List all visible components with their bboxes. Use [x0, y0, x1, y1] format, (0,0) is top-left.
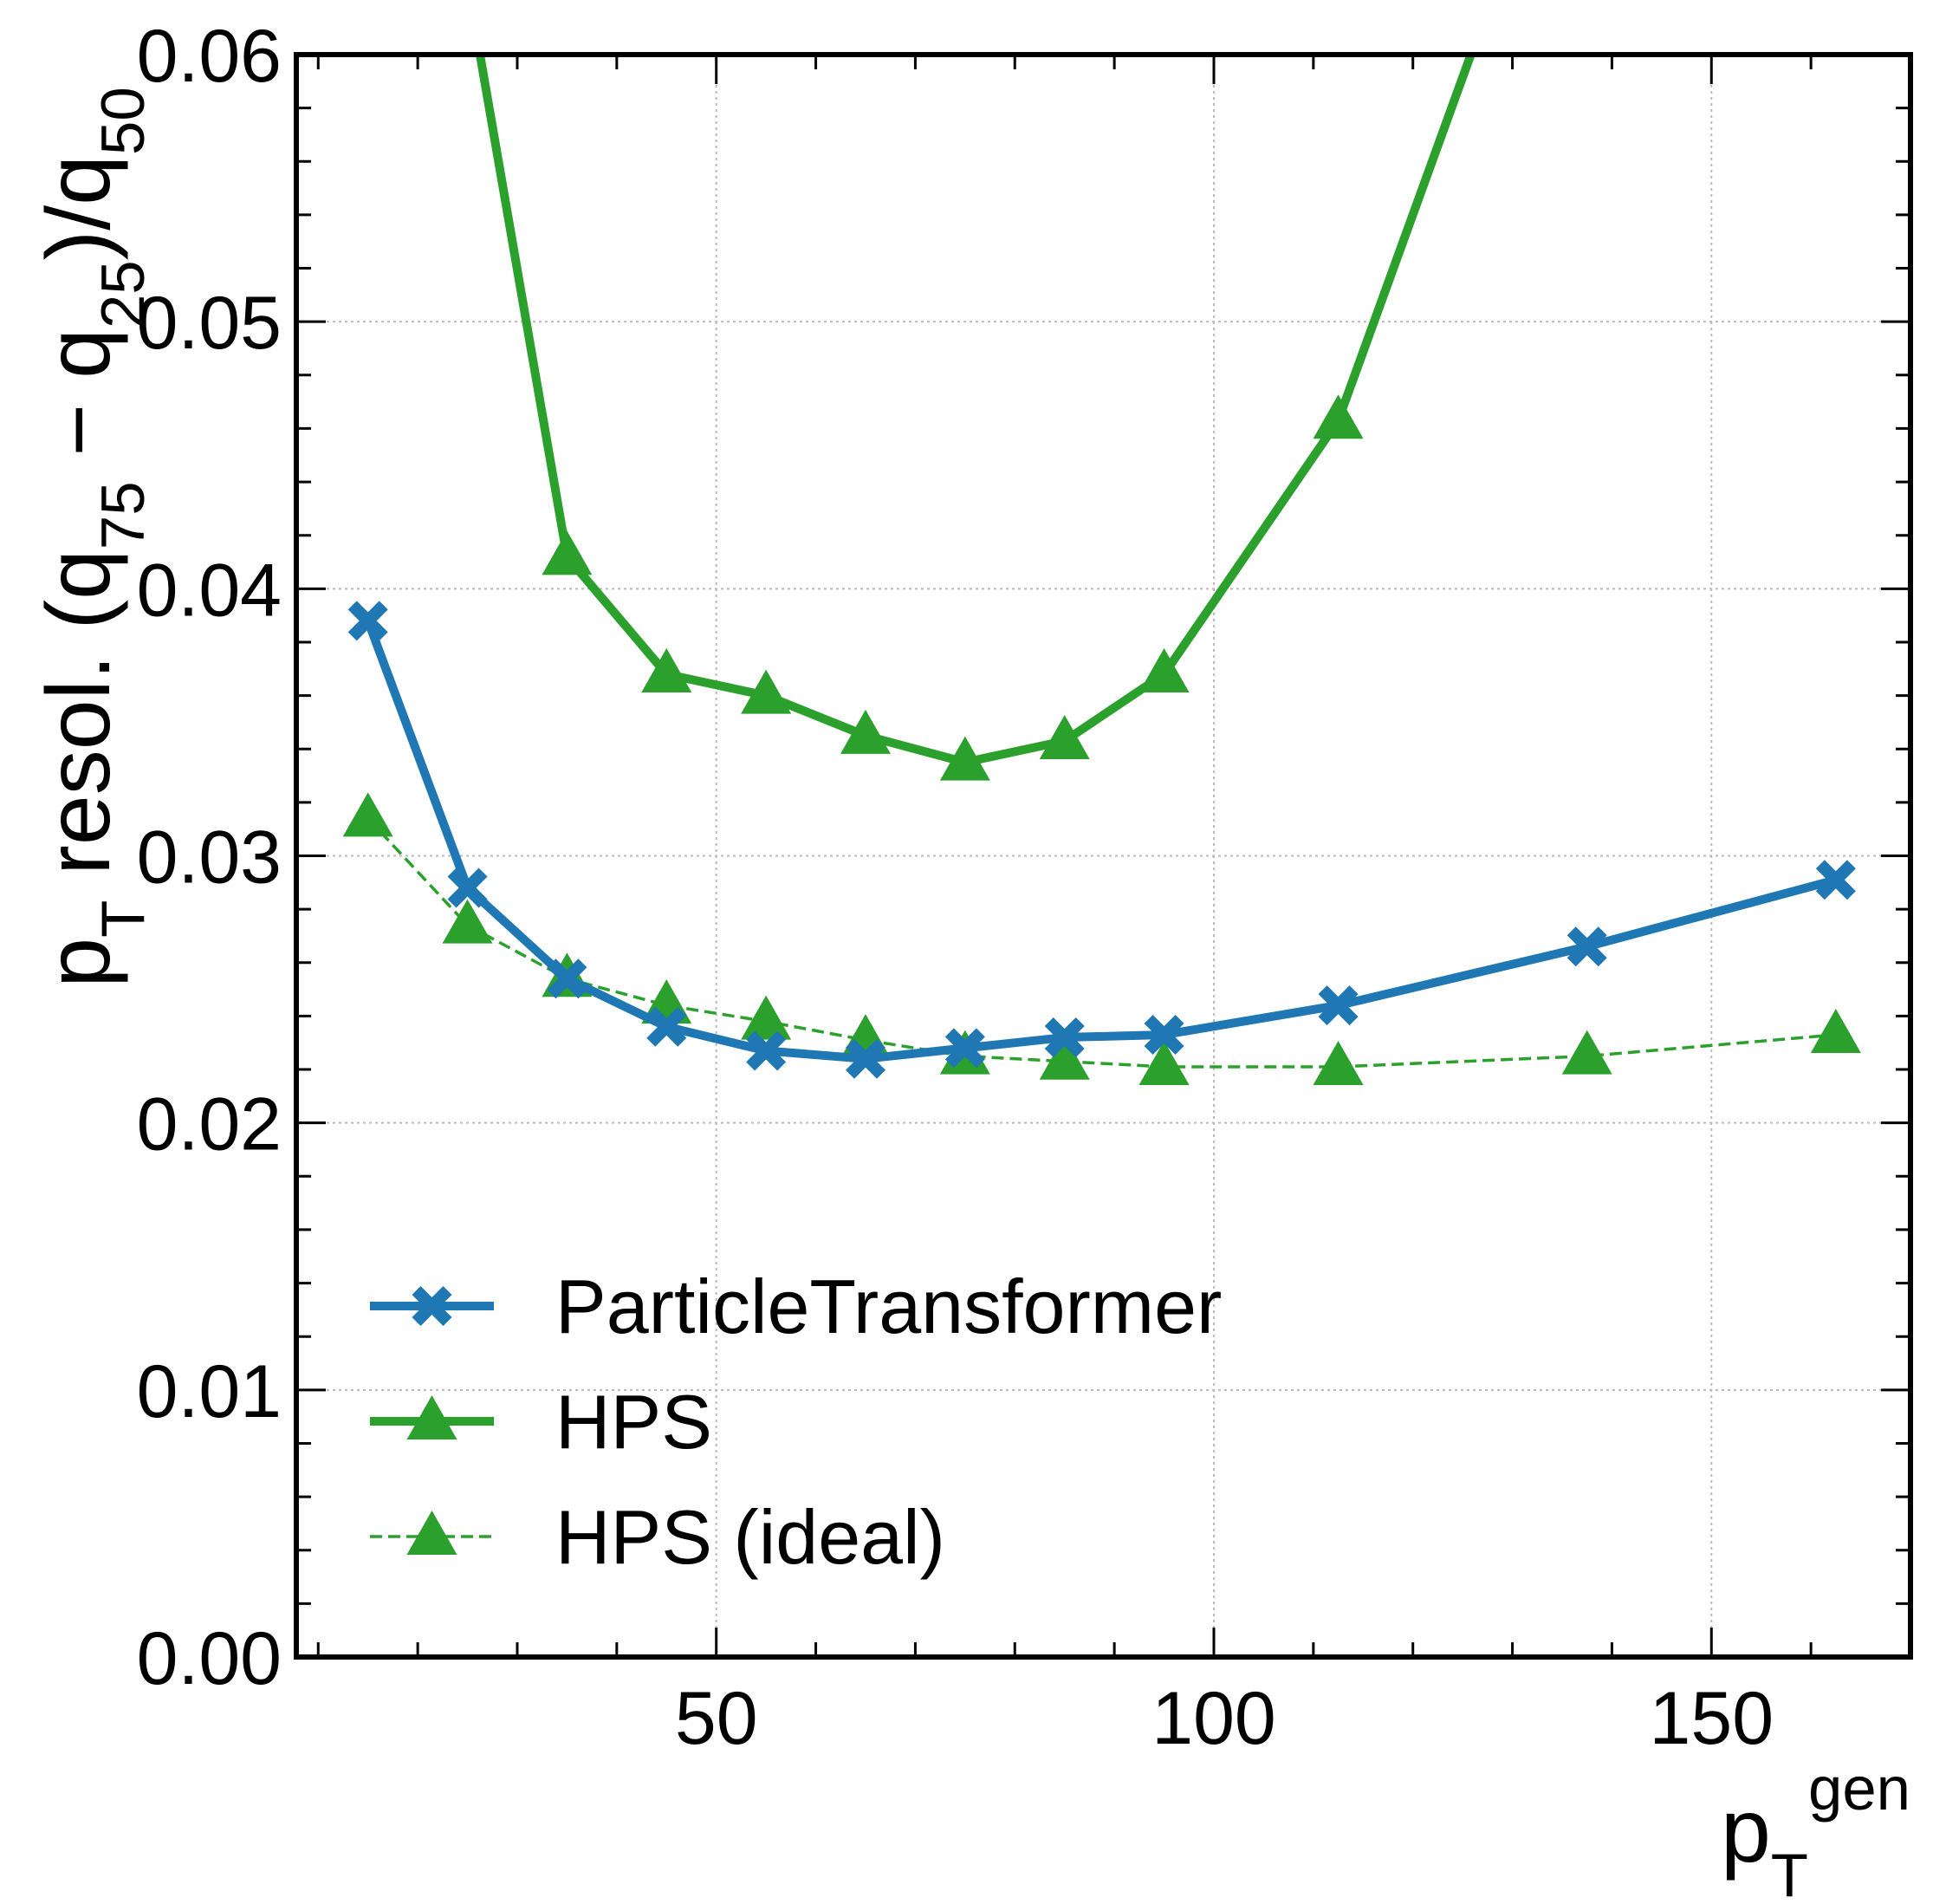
legend-label: HPS: [555, 1379, 712, 1465]
x-axis-label: pTgen: [1721, 1754, 1910, 1904]
y-axis-label-part: T: [88, 900, 157, 938]
y-axis-label-part: 75: [88, 481, 157, 549]
marker: [1138, 1040, 1190, 1085]
x-tick-label: 100: [1151, 1677, 1276, 1760]
marker: [741, 669, 792, 714]
y-tick-label: 0.01: [137, 1350, 282, 1433]
legend-label: HPS (ideal): [555, 1494, 945, 1580]
legend-label: ParticleTransformer: [555, 1264, 1222, 1349]
x-axis-label-part: T: [1771, 1841, 1808, 1904]
marker: [1044, 1017, 1085, 1058]
marker: [1561, 1030, 1612, 1075]
marker: [741, 995, 792, 1040]
marker: [1318, 985, 1359, 1026]
marker: [443, 0, 493, 1]
marker: [447, 868, 488, 908]
y-tick-label: 0.00: [137, 1617, 282, 1700]
y-tick-label: 0.05: [137, 282, 282, 365]
marker: [1815, 860, 1856, 900]
marker: [1313, 394, 1364, 439]
marker: [646, 1006, 687, 1047]
y-axis-label-part: 25: [88, 260, 157, 328]
marker: [641, 647, 692, 692]
marker: [1144, 1014, 1184, 1055]
marker: [347, 601, 388, 641]
y-tick-label: 0.06: [137, 15, 282, 98]
marker: [939, 736, 990, 781]
y-axis-label-part: p: [29, 938, 129, 988]
marker: [542, 530, 593, 575]
marker: [1138, 647, 1190, 692]
marker: [1313, 1040, 1364, 1085]
x-tick-label: 150: [1650, 1677, 1774, 1760]
y-tick-label: 0.03: [137, 816, 282, 900]
marker: [547, 958, 587, 999]
x-axis-label-part: gen: [1808, 1754, 1910, 1823]
legend-marker: [406, 1511, 457, 1555]
marker: [840, 709, 891, 754]
marker: [342, 792, 393, 837]
legend-marker: [406, 1395, 457, 1439]
marker: [1039, 1035, 1090, 1080]
y-tick-label: 0.04: [137, 549, 282, 632]
marker: [944, 1028, 985, 1069]
y-axis-label-part: resol. (q: [29, 549, 129, 900]
x-tick-label: 50: [675, 1677, 758, 1760]
y-axis-label-part: )/q: [29, 155, 129, 260]
plot-area: [342, 0, 1861, 1085]
marker: [442, 899, 493, 944]
plot-frame: [294, 52, 1913, 1660]
marker: [1810, 1008, 1861, 1053]
marker: [746, 1030, 787, 1071]
marker: [845, 1038, 885, 1079]
y-tick-label: 0.02: [137, 1083, 282, 1166]
legend-marker: [412, 1286, 452, 1326]
marker: [1039, 714, 1090, 759]
x-axis-label-part: p: [1721, 1781, 1771, 1881]
y-axis-label-part: − q: [29, 328, 129, 481]
series-line: [475, 55, 1476, 767]
y-axis-label: pT resol. (q75 − q25)/q50: [29, 87, 157, 987]
marker: [1567, 926, 1607, 967]
series-line: [364, 619, 1838, 1063]
y-axis-label-part: 50: [88, 87, 157, 155]
